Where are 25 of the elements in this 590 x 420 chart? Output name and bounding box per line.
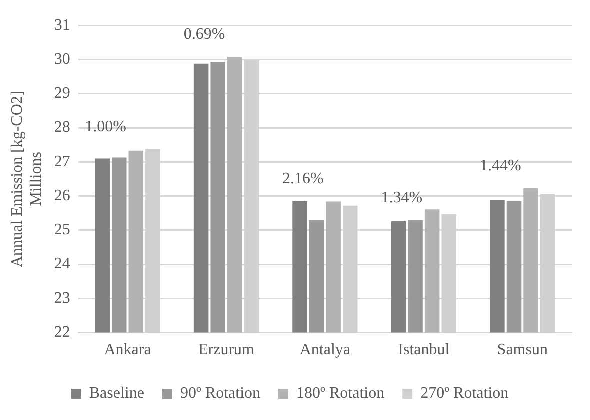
y-tick-label: 30 xyxy=(54,50,70,68)
y-tick-label: 27 xyxy=(54,153,70,170)
legend-label: 180º Rotation xyxy=(296,385,385,402)
x-tick-label: Ankara xyxy=(104,342,152,359)
y-tick-label: 26 xyxy=(54,187,70,204)
y-tick-label: 22 xyxy=(54,324,70,342)
x-tick-label: Antalya xyxy=(300,342,351,359)
x-tick-label: Erzurum xyxy=(198,342,256,359)
legend-label: Baseline xyxy=(89,385,144,402)
annotation: 1.44% xyxy=(480,158,522,175)
x-tick-label: Samsun xyxy=(497,342,548,359)
annotation: 2.16% xyxy=(282,170,324,188)
y-tick-label: 23 xyxy=(54,290,70,307)
y-tick-label: 28 xyxy=(54,119,70,136)
y-axis-title: Annual Emission [kg-CO2] Millions xyxy=(8,90,46,268)
annotation: 0.69% xyxy=(184,26,226,44)
legend-label: 270º Rotation xyxy=(420,385,509,402)
legend-label: 90º Rotation xyxy=(180,385,261,402)
annotation: 1.00% xyxy=(85,118,126,136)
y-tick-label: 29 xyxy=(54,85,70,102)
x-tick-label: Istanbul xyxy=(398,342,450,359)
y-tick-label: 25 xyxy=(54,222,70,239)
y-tick-label: 24 xyxy=(54,256,70,273)
y-tick-label: 31 xyxy=(54,16,70,34)
annotation: 1.34% xyxy=(381,190,423,207)
